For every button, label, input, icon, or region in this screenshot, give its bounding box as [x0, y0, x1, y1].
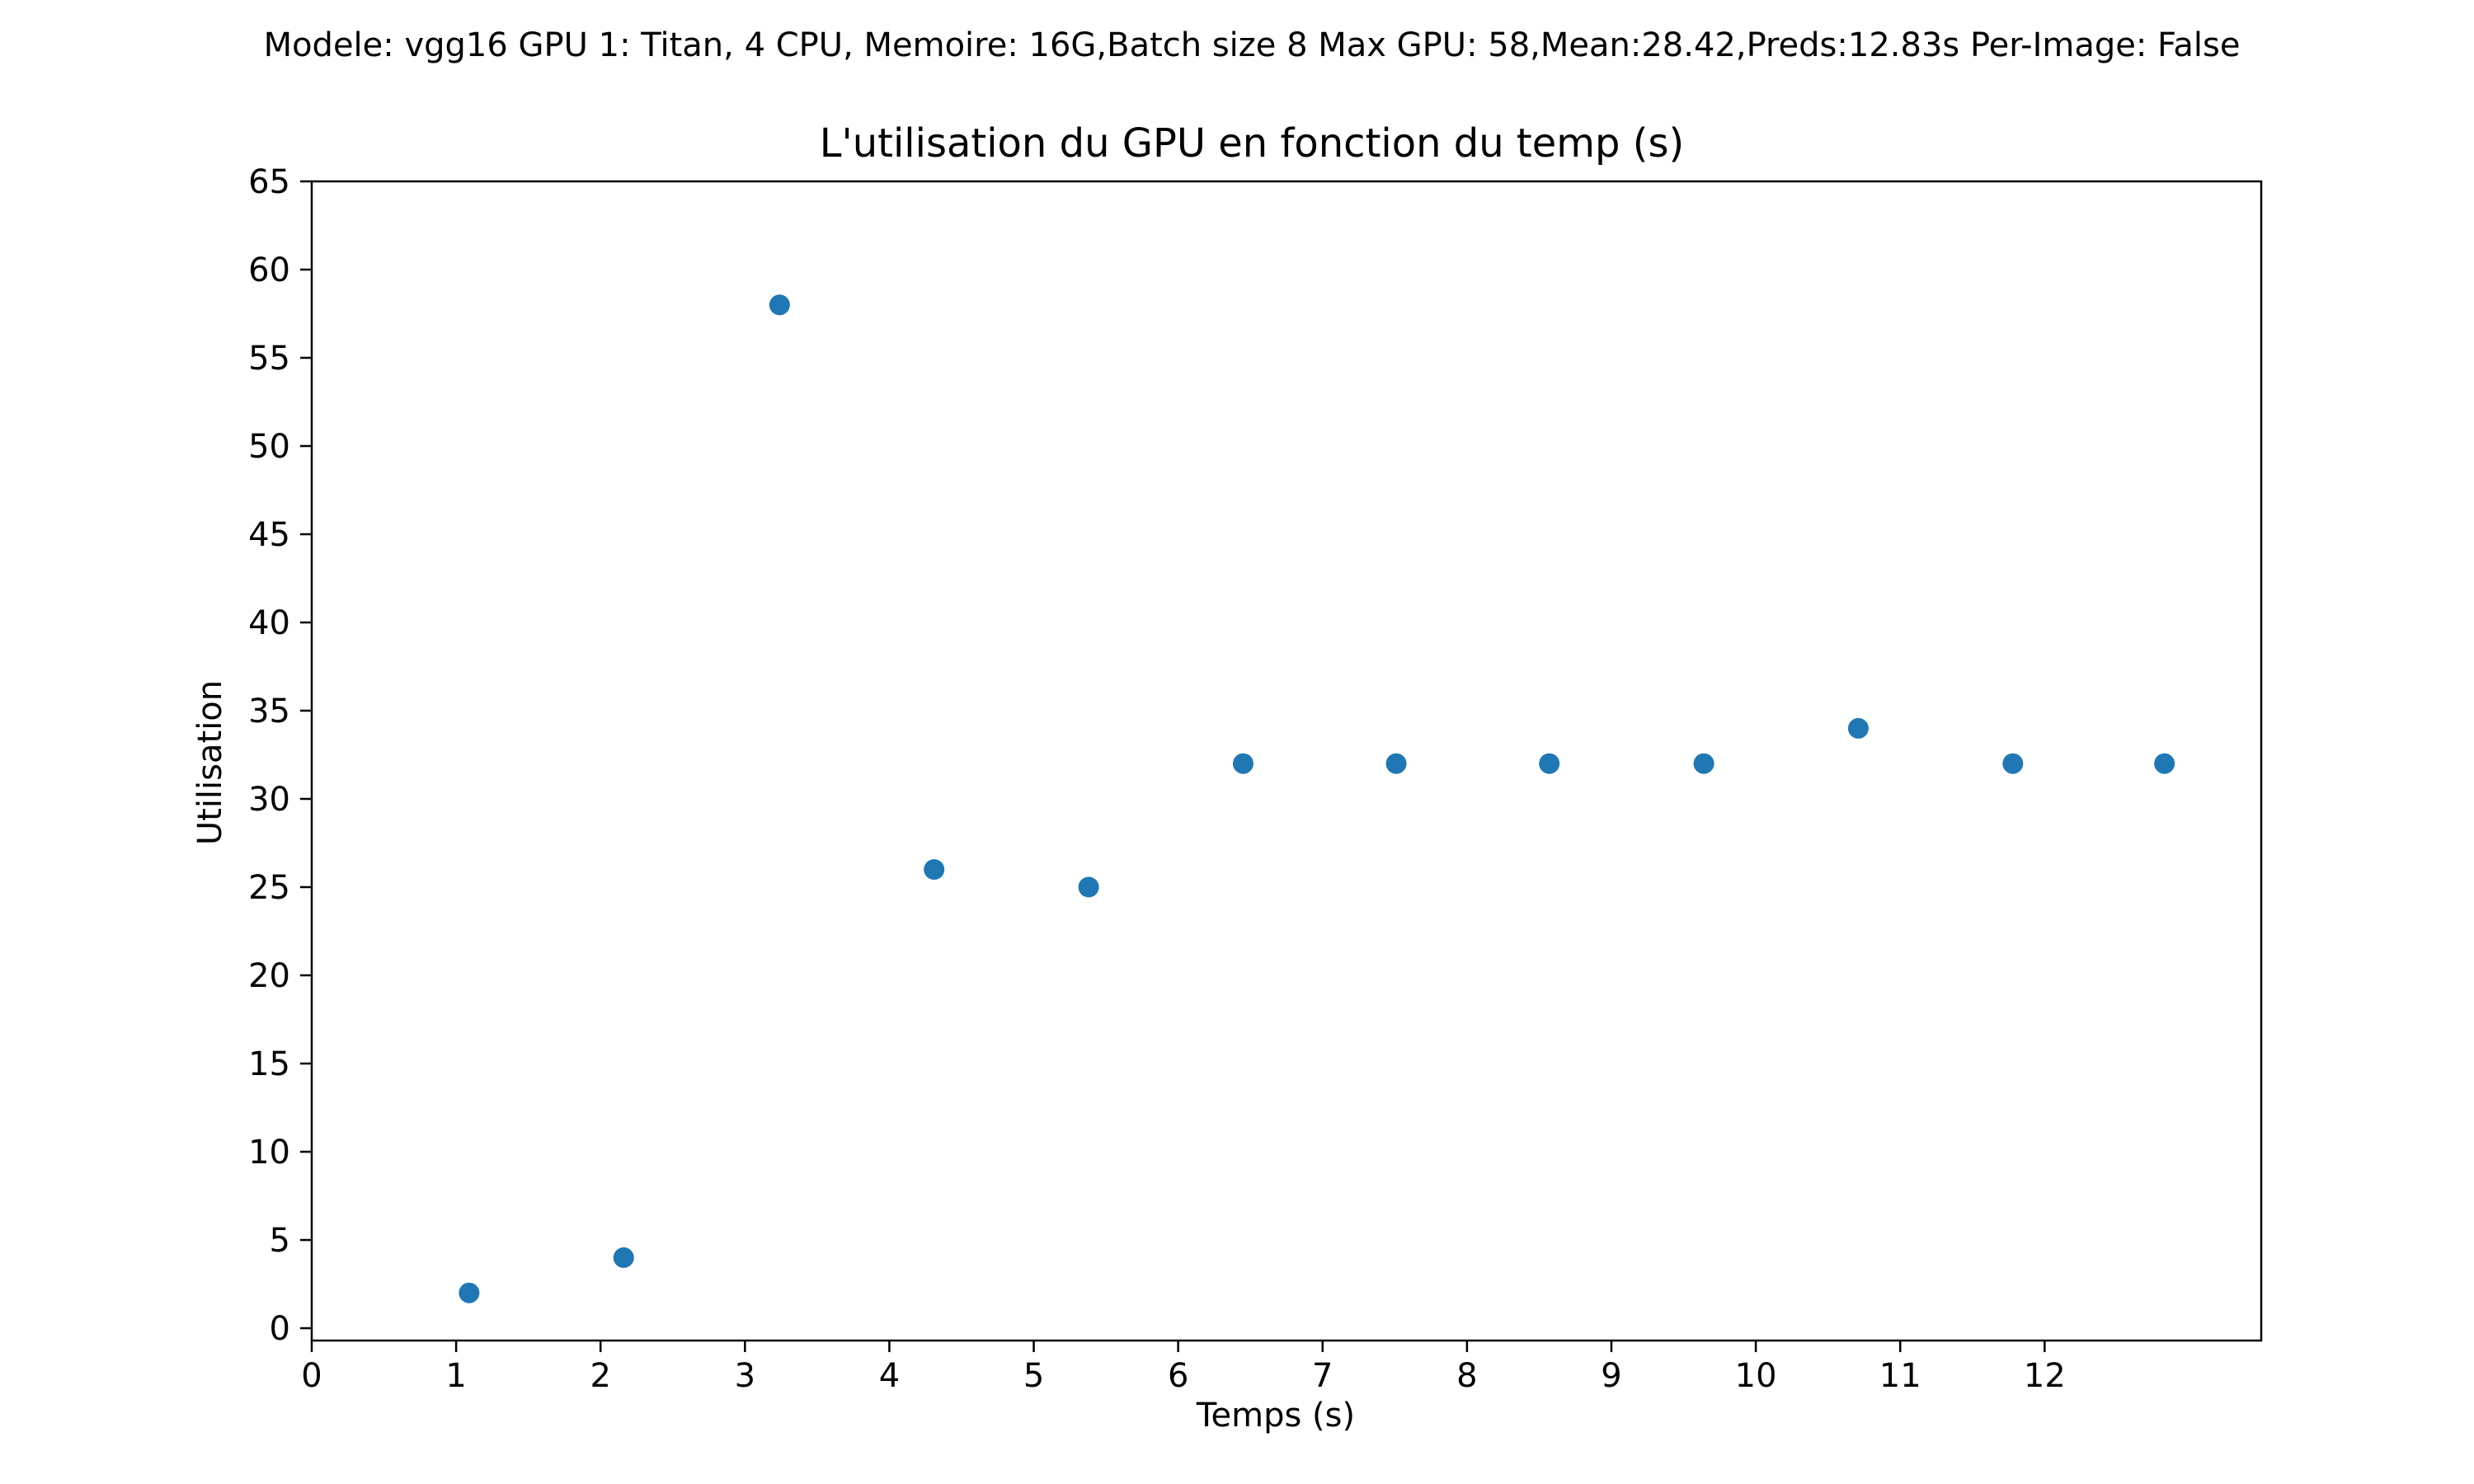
y-tick-label: 35	[248, 693, 290, 730]
y-tick-label: 65	[248, 163, 290, 201]
data-point	[1385, 753, 1407, 774]
data-point	[1232, 753, 1253, 774]
chart-title: L'utilisation du GPU en fonction du temp…	[820, 120, 1684, 167]
data-point	[769, 294, 790, 316]
data-point	[2154, 753, 2175, 774]
x-tick-label: 9	[1601, 1357, 1621, 1395]
data-point	[1847, 717, 1869, 739]
data-point	[1693, 753, 1714, 774]
chart-suptitle: Modele: vgg16 GPU 1: Titan, 4 CPU, Memoi…	[264, 26, 2241, 64]
x-tick-label: 12	[2024, 1357, 2066, 1395]
y-tick-label: 45	[248, 516, 290, 554]
data-point	[613, 1247, 634, 1268]
x-tick-label: 7	[1312, 1357, 1333, 1395]
x-tick-label: 11	[1879, 1357, 1921, 1395]
y-tick-label: 25	[248, 869, 290, 907]
data-point	[1078, 876, 1099, 898]
x-tick-label: 10	[1735, 1357, 1777, 1395]
y-tick-label: 60	[248, 251, 290, 289]
x-tick-label: 8	[1456, 1357, 1477, 1395]
data-point	[2002, 753, 2024, 774]
y-tick-label: 40	[248, 604, 290, 642]
y-tick-label: 10	[248, 1134, 290, 1172]
y-axis-label: Utilisation	[191, 680, 229, 845]
y-tick-label: 15	[248, 1045, 290, 1083]
x-tick-label: 0	[301, 1357, 322, 1395]
x-axis-label: Temps (s)	[1196, 1397, 1355, 1435]
x-tick-label: 6	[1168, 1357, 1188, 1395]
y-tick-label: 5	[270, 1222, 290, 1260]
data-point	[459, 1282, 480, 1303]
x-tick-label: 4	[879, 1357, 900, 1395]
y-tick-label: 0	[270, 1310, 290, 1348]
y-tick-label: 20	[248, 957, 290, 995]
y-tick-label: 50	[248, 428, 290, 466]
y-tick-label: 55	[248, 340, 290, 378]
x-tick-label: 5	[1023, 1357, 1044, 1395]
x-tick-label: 2	[590, 1357, 610, 1395]
data-point	[1539, 753, 1560, 774]
x-tick-label: 1	[445, 1357, 466, 1395]
plot-area: 0 1 2 3 4 5 6 7 8 9 10 11 12051015202530354045505560…	[248, 163, 2263, 1395]
data-point	[924, 859, 945, 881]
plot-frame	[310, 180, 2263, 1342]
y-tick-label: 30	[248, 781, 290, 819]
x-tick-label: 3	[735, 1357, 755, 1395]
